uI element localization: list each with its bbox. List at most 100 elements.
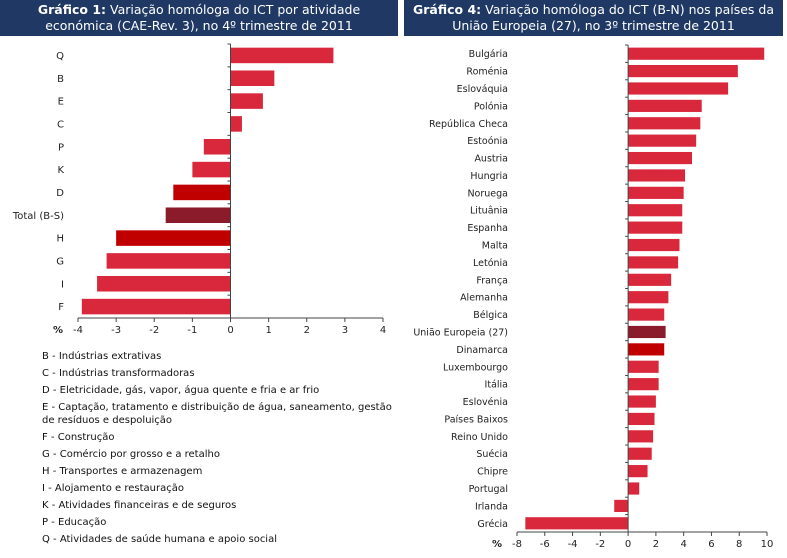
category-label: Austria: [474, 154, 508, 165]
bar: [230, 116, 242, 132]
bar: [97, 275, 231, 292]
bar: [628, 169, 686, 182]
chart2-title-bold: Gráfico 4:: [412, 2, 482, 17]
category-label: Luxembourgo: [443, 362, 508, 373]
category-label: Total (B-S): [12, 211, 64, 222]
bar: [628, 360, 659, 373]
x-tick-label: 6: [708, 539, 714, 550]
bar: [230, 93, 263, 109]
category-label: H: [56, 234, 64, 245]
category-label: P: [58, 142, 64, 153]
x-tick-label: -3: [111, 325, 121, 336]
category-label: B: [57, 74, 64, 85]
unit-label: %: [53, 325, 63, 336]
x-tick-label: -1: [187, 325, 197, 336]
bar: [230, 47, 334, 64]
bar: [628, 99, 702, 112]
bar: [628, 117, 701, 130]
category-label: Grécia: [477, 519, 508, 530]
category-label: Eslovénia: [463, 397, 508, 408]
x-tick-label: 2: [653, 539, 659, 550]
bar: [628, 186, 684, 199]
category-label: Dinamarca: [456, 345, 508, 356]
x-tick-label: 4: [380, 325, 386, 336]
legend-item: G - Comércio por grosso e a retalho: [42, 449, 220, 460]
legend-item: C - Indústrias transformadoras: [42, 368, 195, 379]
bar: [628, 65, 738, 78]
category-label: Lituânia: [470, 206, 508, 217]
bar: [628, 221, 683, 234]
bar: [628, 238, 680, 252]
category-label: Espanha: [467, 223, 508, 234]
bar: [628, 256, 679, 269]
x-tick-label: 4: [680, 539, 686, 550]
bar: [81, 298, 231, 315]
chart1-legend: B - Indústrias extrativas C - Indústrias …: [42, 350, 402, 550]
chart1-header: Gráfico 1: Variação homóloga do ICT por …: [0, 0, 398, 36]
legend-item: Q - Atividades de saúde humana e apoio s…: [42, 534, 277, 545]
category-label: Irlanda: [475, 501, 508, 512]
category-label: Hungria: [470, 171, 508, 182]
category-label: I: [61, 279, 64, 290]
chart2-panel: Gráfico 4: Variação homóloga do ICT (B-N…: [404, 0, 787, 558]
bar: [614, 499, 629, 512]
bar: [628, 412, 655, 426]
category-label: França: [476, 275, 508, 286]
category-label: Q: [56, 51, 64, 62]
bar: [628, 151, 692, 165]
chart1-title-line2: económica (CAE-Rev. 3), no 4º trimestre …: [45, 18, 353, 33]
legend-item: I - Alojamento e restauração: [42, 483, 184, 494]
x-tick-label: 1: [265, 325, 271, 336]
category-label: F: [58, 302, 64, 313]
x-tick-label: -6: [540, 539, 550, 550]
bar: [628, 343, 665, 356]
bar: [192, 161, 231, 178]
bar: [628, 308, 665, 321]
chart1-panel: Gráfico 1: Variação homóloga do ICT por …: [0, 0, 398, 545]
legend-item: E - Captação, tratamento e distribuição …: [42, 402, 392, 426]
bar: [628, 482, 640, 495]
x-tick-label: -8: [512, 539, 522, 550]
bar: [628, 465, 648, 478]
category-label: D: [56, 188, 64, 199]
category-label: Alemanha: [460, 293, 508, 304]
x-tick-label: -4: [73, 325, 83, 336]
chart2-title-line1: Variação homóloga do ICT (B-N) nos paíse…: [481, 2, 775, 17]
chart2-title-line2: União Europeia (27), no 3º trimestre de …: [452, 18, 735, 33]
legend-item: K - Atividades financeiras e de seguros: [42, 500, 237, 511]
legend-item: D - Eletricidade, gás, vapor, água quent…: [42, 385, 320, 396]
bar: [173, 184, 231, 201]
category-label: República Checa: [429, 119, 508, 130]
category-label: Noruega: [467, 188, 508, 199]
category-label: Suécia: [476, 449, 508, 460]
legend-item: B - Indústrias extrativas: [42, 351, 162, 362]
legend-item: P - Educação: [42, 517, 107, 528]
category-label: Estoónia: [467, 136, 508, 147]
bar: [628, 204, 683, 217]
category-label: Portugal: [469, 484, 508, 495]
category-label: Polónia: [474, 101, 508, 112]
bar: [628, 134, 697, 147]
x-tick-label: 10: [761, 539, 774, 550]
bar: [525, 517, 629, 530]
category-label: Roménia: [466, 67, 508, 78]
bar: [230, 70, 275, 87]
category-label: União Europeia (27): [413, 327, 508, 338]
x-tick-label: 2: [304, 325, 310, 336]
x-tick-label: 0: [625, 539, 631, 550]
category-label: Malta: [482, 241, 508, 252]
legend-item: H - Transportes e armazenagem: [42, 466, 203, 477]
category-label: Bulgária: [469, 49, 508, 60]
chart1-title-line1: Variação homóloga do ICT por atividade: [106, 2, 361, 17]
bar: [628, 430, 654, 443]
bar: [628, 273, 672, 286]
category-label: Bélgica: [473, 310, 508, 321]
bar: [628, 82, 729, 95]
bar: [628, 395, 656, 408]
category-label: Reino Unido: [451, 432, 508, 443]
category-label: C: [57, 119, 64, 130]
x-tick-label: -4: [568, 539, 578, 550]
x-tick-label: 0: [227, 325, 233, 336]
x-tick-label: 3: [342, 325, 348, 336]
category-label: E: [58, 97, 64, 108]
